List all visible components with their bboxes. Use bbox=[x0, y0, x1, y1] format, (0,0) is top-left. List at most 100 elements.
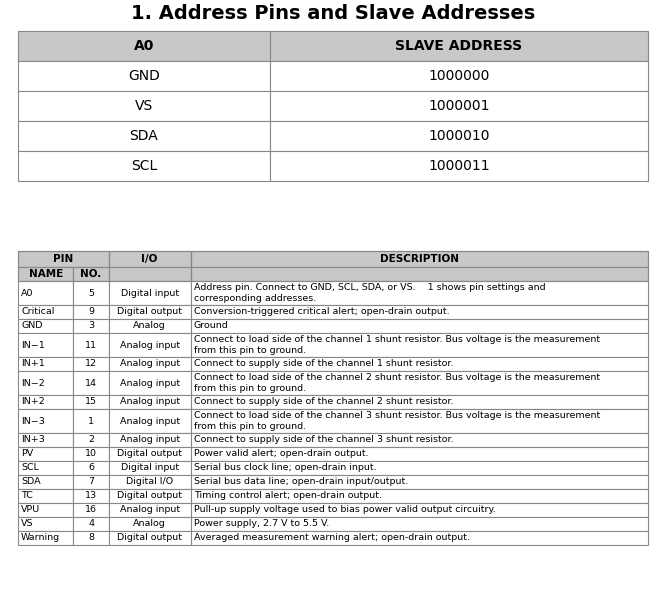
Text: 4: 4 bbox=[88, 520, 94, 529]
Bar bbox=[18, 409, 73, 433]
Text: Timing control alert; open-drain output.: Timing control alert; open-drain output. bbox=[194, 492, 382, 501]
Text: Analog input: Analog input bbox=[120, 417, 180, 426]
Text: IN−1: IN−1 bbox=[21, 340, 45, 349]
Bar bbox=[109, 305, 190, 319]
Text: 14: 14 bbox=[85, 378, 97, 387]
Bar bbox=[190, 371, 648, 395]
Text: 16: 16 bbox=[85, 505, 97, 514]
Bar bbox=[190, 251, 648, 281]
Text: A0: A0 bbox=[21, 288, 33, 297]
Bar bbox=[109, 409, 190, 433]
Text: VPU: VPU bbox=[21, 505, 40, 514]
Bar bbox=[73, 281, 109, 305]
Text: TC: TC bbox=[21, 492, 33, 501]
Bar bbox=[190, 489, 648, 503]
Bar bbox=[73, 319, 109, 333]
Text: 13: 13 bbox=[85, 492, 97, 501]
Bar bbox=[270, 31, 648, 61]
Bar bbox=[190, 531, 648, 545]
Text: Connect to supply side of the channel 3 shunt resistor.: Connect to supply side of the channel 3 … bbox=[194, 436, 454, 445]
Bar bbox=[18, 357, 73, 371]
Text: Analog: Analog bbox=[133, 321, 166, 331]
Text: VS: VS bbox=[135, 99, 153, 113]
Bar bbox=[18, 31, 270, 61]
Bar bbox=[109, 517, 190, 531]
Bar bbox=[190, 517, 648, 531]
Bar bbox=[109, 251, 190, 281]
Text: 12: 12 bbox=[85, 359, 97, 368]
Bar bbox=[73, 267, 109, 281]
Text: IN−3: IN−3 bbox=[21, 417, 45, 426]
Bar bbox=[18, 395, 73, 409]
Bar bbox=[190, 395, 648, 409]
Text: Analog input: Analog input bbox=[120, 378, 180, 387]
Text: Analog input: Analog input bbox=[120, 359, 180, 368]
Bar bbox=[18, 251, 109, 267]
Text: Connect to load side of the channel 2 shunt resistor. Bus voltage is the measure: Connect to load side of the channel 2 sh… bbox=[194, 373, 600, 393]
Bar bbox=[73, 489, 109, 503]
Bar bbox=[270, 151, 648, 181]
Bar bbox=[109, 531, 190, 545]
Bar bbox=[190, 447, 648, 461]
Text: Conversion-triggered critical alert; open-drain output.: Conversion-triggered critical alert; ope… bbox=[194, 308, 450, 316]
Bar bbox=[18, 503, 73, 517]
Text: 8: 8 bbox=[88, 533, 94, 542]
Bar bbox=[18, 267, 73, 281]
Bar bbox=[73, 447, 109, 461]
Text: Digital output: Digital output bbox=[117, 533, 182, 542]
Bar bbox=[190, 305, 648, 319]
Text: 2: 2 bbox=[88, 436, 94, 445]
Text: 5: 5 bbox=[88, 288, 94, 297]
Text: GND: GND bbox=[128, 69, 160, 83]
Text: 11: 11 bbox=[85, 340, 97, 349]
Text: SDA: SDA bbox=[21, 477, 41, 486]
Bar bbox=[109, 371, 190, 395]
Bar bbox=[18, 121, 270, 151]
Bar bbox=[190, 433, 648, 447]
Bar bbox=[18, 447, 73, 461]
Text: 1000001: 1000001 bbox=[428, 99, 490, 113]
Text: Serial bus clock line; open-drain input.: Serial bus clock line; open-drain input. bbox=[194, 464, 376, 473]
Text: Serial bus data line; open-drain input/output.: Serial bus data line; open-drain input/o… bbox=[194, 477, 408, 486]
Bar bbox=[109, 503, 190, 517]
Text: Digital output: Digital output bbox=[117, 449, 182, 458]
Bar bbox=[190, 333, 648, 357]
Bar bbox=[18, 517, 73, 531]
Bar bbox=[270, 91, 648, 121]
Bar bbox=[270, 61, 648, 91]
Text: IN+1: IN+1 bbox=[21, 359, 45, 368]
Text: A0: A0 bbox=[134, 39, 155, 53]
Text: Analog input: Analog input bbox=[120, 436, 180, 445]
Bar bbox=[109, 251, 190, 267]
Text: Critical: Critical bbox=[21, 308, 55, 316]
Text: IN+2: IN+2 bbox=[21, 398, 45, 406]
Text: 15: 15 bbox=[85, 398, 97, 406]
Bar bbox=[190, 409, 648, 433]
Bar bbox=[190, 267, 648, 281]
Text: SCL: SCL bbox=[21, 464, 39, 473]
Text: 6: 6 bbox=[88, 464, 94, 473]
Text: Ground: Ground bbox=[194, 321, 228, 331]
Bar bbox=[73, 503, 109, 517]
Text: Warning: Warning bbox=[21, 533, 60, 542]
Text: 10: 10 bbox=[85, 449, 97, 458]
Text: 9: 9 bbox=[88, 308, 94, 316]
Bar bbox=[109, 333, 190, 357]
Bar bbox=[109, 319, 190, 333]
Text: NAME: NAME bbox=[29, 269, 63, 279]
Text: Digital I/O: Digital I/O bbox=[126, 477, 173, 486]
Text: DESCRIPTION: DESCRIPTION bbox=[380, 254, 459, 264]
Bar bbox=[73, 531, 109, 545]
Bar bbox=[109, 281, 190, 305]
Bar bbox=[18, 489, 73, 503]
Text: Address pin. Connect to GND, SCL, SDA, or VS.    1 shows pin settings and
corres: Address pin. Connect to GND, SCL, SDA, o… bbox=[194, 283, 545, 303]
Text: Connect to load side of the channel 1 shunt resistor. Bus voltage is the measure: Connect to load side of the channel 1 sh… bbox=[194, 335, 600, 355]
Text: 1: 1 bbox=[88, 417, 94, 426]
Bar bbox=[73, 461, 109, 475]
Text: SLAVE ADDRESS: SLAVE ADDRESS bbox=[396, 39, 523, 53]
Text: 1000000: 1000000 bbox=[428, 69, 490, 83]
Bar bbox=[73, 305, 109, 319]
Bar bbox=[190, 475, 648, 489]
Text: Analog: Analog bbox=[133, 520, 166, 529]
Text: 1. Address Pins and Slave Addresses: 1. Address Pins and Slave Addresses bbox=[131, 4, 535, 23]
